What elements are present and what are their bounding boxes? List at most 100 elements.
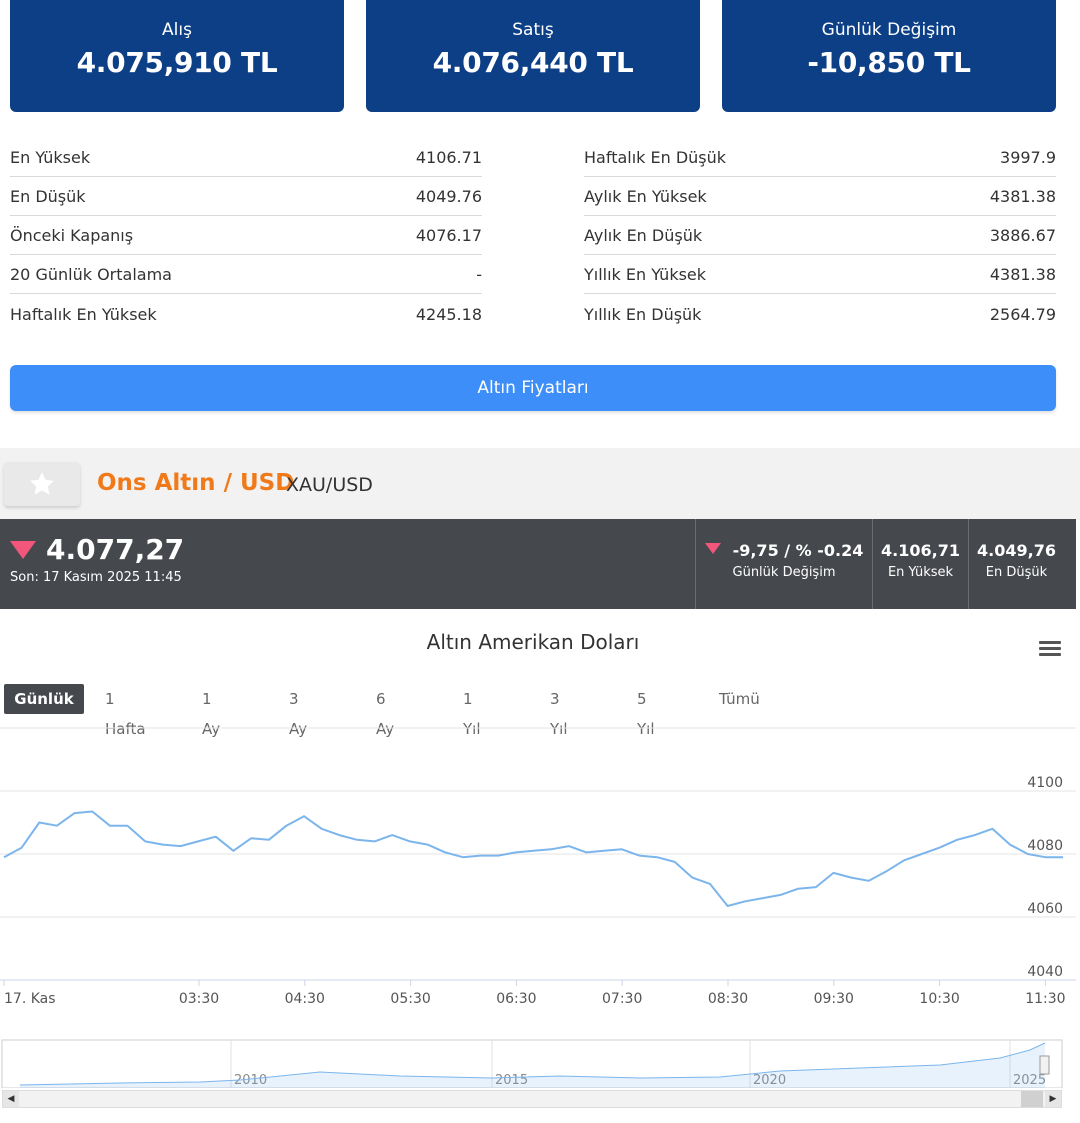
low-label: En Düşük	[985, 565, 1048, 580]
price-chart[interactable]: 4040 4060 4080 4100 17. Kas 03:30 04:30 05:30 06…	[0, 725, 1076, 1015]
hamburger-menu-icon[interactable]	[1039, 641, 1061, 657]
stat-row: Yıllık En Yüksek 4381.38	[584, 255, 1056, 294]
range-button-6m[interactable]: 6 Ay	[376, 690, 395, 738]
stat-label: Aylık En Yüksek	[584, 187, 707, 206]
range-button-5y[interactable]: 5 Yıl	[637, 690, 655, 738]
scroll-right-arrow-icon[interactable]: ▶	[1045, 1091, 1061, 1107]
navigator-handle[interactable]	[1039, 1055, 1050, 1075]
buy-card: Alış 4.075,910 TL	[10, 0, 344, 112]
stat-label: Önceki Kapanış	[10, 226, 134, 245]
x-tick-label: 09:30	[814, 991, 854, 1007]
change-value: -9,75 / % -0.24	[732, 541, 864, 560]
scroll-left-arrow-icon[interactable]: ◀	[3, 1091, 19, 1107]
change-label: Günlük Değişim	[732, 565, 836, 580]
range-button-all[interactable]: Tümü	[719, 690, 760, 708]
high-value: 4.106,71	[881, 541, 960, 560]
stat-row: En Düşük 4049.76	[10, 177, 482, 216]
instrument-header	[0, 448, 1080, 520]
stat-value: 4381.38	[989, 265, 1056, 284]
daily-change-cell: -9,75 / % -0.24 Günlük Değişim	[695, 519, 872, 609]
star-icon	[30, 472, 54, 495]
stats-right-column: Haftalık En Düşük 3997.9 Aylık En Yüksek 4…	[584, 138, 1056, 333]
stats-left-column: En Yüksek 4106.71 En Düşük 4049.76 Önceki …	[10, 138, 482, 333]
instrument-code: XAU/USD	[286, 474, 373, 496]
navigator-year-label: 2020	[753, 1073, 786, 1088]
x-tick-label: 05:30	[390, 991, 430, 1007]
y-tick-label: 4040	[1027, 964, 1063, 980]
scroll-thumb[interactable]	[1021, 1091, 1043, 1107]
x-tick-label: 07:30	[602, 991, 642, 1007]
stat-label: Aylık En Düşük	[584, 226, 703, 245]
stat-value: 4076.17	[415, 226, 482, 245]
navigator-year-label: 2010	[234, 1073, 267, 1088]
chart-title: Altın Amerikan Doları	[426, 630, 640, 654]
stat-label: Haftalık En Yüksek	[10, 304, 157, 324]
low-cell: 4.049,76 En Düşük	[968, 519, 1064, 609]
y-tick-label: 4080	[1027, 838, 1063, 854]
stat-label: Haftalık En Düşük	[584, 148, 727, 167]
stat-row: Aylık En Düşük 3886.67	[584, 216, 1056, 255]
sell-card: Satış 4.076,440 TL	[366, 0, 700, 112]
sell-value: 4.076,440 TL	[432, 46, 634, 79]
high-label: En Yüksek	[887, 565, 954, 580]
down-arrow-icon	[704, 543, 721, 554]
x-tick-label: 10:30	[919, 991, 959, 1007]
x-tick-label: 06:30	[496, 991, 536, 1007]
stat-label: Yıllık En Yüksek	[584, 265, 707, 284]
sell-label: Satış	[512, 20, 554, 40]
range-button-3y[interactable]: 3 Yıl	[550, 690, 568, 738]
stat-row: Önceki Kapanış 4076.17	[10, 216, 482, 255]
daily-change-label: Günlük Değişim	[821, 20, 957, 40]
stat-value: 4106.71	[415, 148, 482, 167]
x-tick-label: 17. Kas	[4, 991, 56, 1007]
range-button-1m[interactable]: 1 Ay	[202, 690, 221, 738]
gold-prices-button[interactable]: Altın Fiyatları	[10, 365, 1056, 411]
x-tick-label: 03:30	[179, 991, 219, 1007]
stat-value: 3886.67	[989, 226, 1056, 245]
stat-label: En Düşük	[10, 187, 86, 206]
buy-value: 4.075,910 TL	[76, 46, 278, 79]
stat-row: Haftalık En Düşük 3997.9	[584, 138, 1056, 177]
stat-value: 3997.9	[1000, 148, 1056, 167]
range-button-1y[interactable]: 1 Yıl	[463, 690, 481, 738]
stat-value: 4049.76	[415, 187, 482, 206]
stat-label: En Yüksek	[10, 148, 91, 167]
stats-table: En Yüksek 4106.71 En Düşük 4049.76 Önceki …	[10, 138, 1056, 333]
price-bar	[0, 519, 1076, 609]
navigator-year-label: 2025	[1013, 1073, 1046, 1088]
navigator-frame	[1, 1039, 1063, 1088]
stat-row: Haftalık En Yüksek 4245.18	[10, 294, 482, 333]
chart-navigator[interactable]: 2010201520202025	[0, 1038, 1076, 1088]
stat-row: En Yüksek 4106.71	[10, 138, 482, 177]
price-cards: Alış 4.075,910 TL Satış 4.076,440 TL Gün…	[10, 0, 1056, 112]
y-tick-label: 4100	[1027, 775, 1063, 791]
buy-label: Alış	[162, 20, 192, 40]
x-tick-label: 08:30	[708, 991, 748, 1007]
stat-row: Aylık En Yüksek 4381.38	[584, 177, 1056, 216]
favorite-button[interactable]	[4, 462, 80, 506]
x-tick-label: 04:30	[285, 991, 325, 1007]
daily-change-value: -10,850 TL	[807, 46, 971, 79]
range-button-daily[interactable]: Günlük	[4, 684, 84, 714]
navigator-line	[19, 1042, 1046, 1086]
x-tick-label: 11:30	[1025, 991, 1065, 1007]
stat-value: 2564.79	[989, 304, 1056, 324]
stat-label: 20 Günlük Ortalama	[10, 265, 172, 284]
stat-value: 4381.38	[989, 187, 1056, 206]
instrument-title: Ons Altın / USD	[97, 470, 295, 496]
range-button-3m[interactable]: 3 Ay	[289, 690, 308, 738]
chart-scrollbar[interactable]: ◀ ▶	[2, 1090, 1062, 1108]
y-tick-label: 4060	[1027, 901, 1063, 917]
stat-value: -	[476, 265, 482, 284]
range-button-1w[interactable]: 1 Hafta	[105, 690, 146, 738]
stat-row: Yıllık En Düşük 2564.79	[584, 294, 1056, 333]
stat-row: 20 Günlük Ortalama -	[10, 255, 482, 294]
last-update: Son: 17 Kasım 2025 11:45	[10, 570, 182, 585]
low-value: 4.049,76	[977, 541, 1056, 560]
price-series-line	[3, 810, 1063, 907]
high-cell: 4.106,71 En Yüksek	[872, 519, 968, 609]
down-arrow-icon	[10, 541, 36, 559]
stat-label: Yıllık En Düşük	[584, 304, 702, 324]
current-price: 4.077,27	[46, 533, 185, 566]
stat-value: 4245.18	[415, 304, 482, 324]
